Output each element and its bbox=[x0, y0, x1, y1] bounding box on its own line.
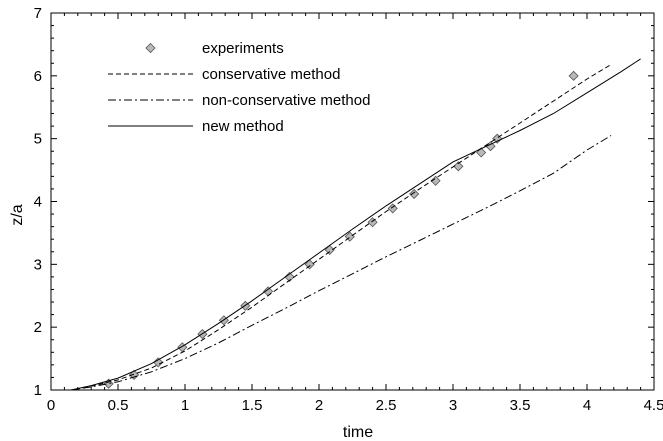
x-axis-label: time bbox=[343, 424, 373, 441]
y-axis-label: z/a bbox=[9, 204, 26, 225]
legend-entry: non-conservative method bbox=[108, 92, 370, 109]
data-point bbox=[453, 161, 464, 172]
data-point bbox=[367, 217, 378, 228]
legend: experiments conservative method non-conser… bbox=[108, 40, 370, 135]
series-line bbox=[51, 135, 612, 391]
x-tick-label: 3.5 bbox=[510, 397, 531, 414]
x-tick-label: 1.5 bbox=[242, 397, 263, 414]
plot-area bbox=[50, 12, 655, 391]
y-axis: 1 2 3 4 5 6 7 bbox=[34, 5, 654, 399]
y-tick-label: 7 bbox=[34, 5, 42, 22]
x-tick-label: 4 bbox=[583, 397, 591, 414]
data-point bbox=[409, 188, 420, 200]
x-tick-label: 4.5 bbox=[644, 397, 663, 414]
x-axis: 0 0.5 1 1.5 2 2.5 3 3.5 4 4.5 bbox=[47, 13, 663, 414]
x-tick-label: 2 bbox=[315, 397, 323, 414]
legend-entry: conservative method bbox=[108, 66, 340, 83]
legend-label: non-conservative method bbox=[202, 92, 370, 109]
legend-label: conservative method bbox=[202, 66, 340, 83]
x-tick-label: 1 bbox=[181, 397, 189, 414]
y-tick-label: 4 bbox=[34, 194, 42, 211]
plot-frame bbox=[50, 12, 655, 391]
legend-entry: experiments bbox=[145, 40, 284, 57]
x-tick-label: 3 bbox=[449, 397, 457, 414]
data-point bbox=[476, 147, 487, 158]
data-point bbox=[568, 70, 579, 81]
series-line bbox=[51, 58, 641, 391]
legend-marker bbox=[145, 42, 156, 54]
data-point bbox=[284, 271, 295, 282]
y-tick-label: 2 bbox=[34, 319, 42, 336]
series-experiments bbox=[103, 70, 579, 389]
x-tick-label: 2.5 bbox=[376, 397, 397, 414]
series-line bbox=[51, 64, 612, 391]
data-point bbox=[387, 203, 398, 214]
series-non-conservative-method bbox=[51, 135, 612, 391]
series-layer bbox=[51, 58, 641, 391]
series-new-method bbox=[51, 58, 641, 391]
legend-label: experiments bbox=[202, 40, 284, 57]
legend-entry: new method bbox=[108, 118, 284, 135]
data-point bbox=[324, 244, 335, 255]
y-tick-label: 1 bbox=[34, 382, 42, 399]
series-conservative-method bbox=[51, 64, 612, 391]
legend-label: new method bbox=[202, 118, 284, 135]
data-point bbox=[304, 259, 315, 270]
data-point bbox=[430, 175, 441, 186]
y-tick-label: 6 bbox=[34, 68, 42, 85]
data-point bbox=[177, 342, 188, 353]
y-tick-label: 3 bbox=[34, 256, 42, 273]
x-tick-label: 0.5 bbox=[108, 397, 129, 414]
data-point bbox=[153, 357, 164, 368]
x-tick-label: 0 bbox=[47, 397, 55, 414]
y-tick-label: 5 bbox=[34, 131, 42, 148]
